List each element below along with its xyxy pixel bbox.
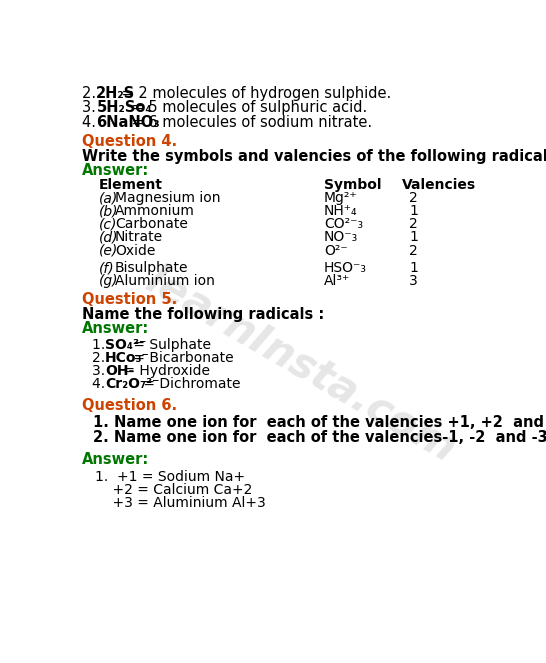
Text: = Dichromate: = Dichromate: [139, 377, 240, 391]
Text: +3 = Aluminium Al+3: +3 = Aluminium Al+3: [94, 496, 265, 510]
Text: Question 4.: Question 4.: [82, 134, 177, 149]
Text: (a): (a): [99, 191, 118, 206]
Text: HSO⁻₃: HSO⁻₃: [324, 261, 367, 275]
Text: Nitrate: Nitrate: [115, 231, 163, 245]
Text: Al³⁺: Al³⁺: [324, 274, 350, 288]
Text: = Bicarbonate: = Bicarbonate: [129, 351, 234, 365]
Text: Write the symbols and valencies of the following radicals:: Write the symbols and valencies of the f…: [82, 149, 546, 164]
Text: 5H₂So₄: 5H₂So₄: [96, 100, 152, 115]
Text: OH-: OH-: [105, 364, 134, 378]
Text: Symbol: Symbol: [324, 178, 382, 192]
Text: 6NaNO₃: 6NaNO₃: [96, 115, 160, 130]
Text: 1: 1: [410, 204, 418, 218]
Text: 2. Name one ion for  each of the valencies-1, -2  and -3.: 2. Name one ion for each of the valencie…: [93, 430, 546, 445]
Text: = Hydroxide: = Hydroxide: [120, 364, 210, 378]
Text: Carbonate: Carbonate: [115, 217, 188, 231]
Text: 2H₂S: 2H₂S: [96, 86, 135, 101]
Text: Bisulphate: Bisulphate: [115, 261, 188, 275]
Text: 1. Name one ion for  each of the valencies +1, +2  and +3.: 1. Name one ion for each of the valencie…: [93, 415, 546, 430]
Text: learnInsta.com: learnInsta.com: [138, 259, 464, 471]
Text: Answer:: Answer:: [82, 452, 150, 467]
Text: Mg²⁺: Mg²⁺: [324, 191, 358, 206]
Text: (b): (b): [99, 204, 118, 218]
Text: 1.  +1 = Sodium Na+: 1. +1 = Sodium Na+: [94, 470, 245, 484]
Text: = 2 molecules of hydrogen sulphide.: = 2 molecules of hydrogen sulphide.: [116, 86, 391, 101]
Text: (e): (e): [99, 243, 118, 257]
Text: 1: 1: [410, 261, 418, 275]
Text: HCo₃⁻: HCo₃⁻: [105, 351, 150, 365]
Text: 1: 1: [410, 231, 418, 245]
Text: = Sulphate: = Sulphate: [129, 337, 211, 351]
Text: +2 = Calcium Ca+2: +2 = Calcium Ca+2: [94, 483, 252, 497]
Text: (d): (d): [99, 231, 118, 245]
Text: 2: 2: [410, 191, 418, 206]
Text: 3.: 3.: [92, 364, 109, 378]
Text: 1.: 1.: [92, 337, 109, 351]
Text: 2.: 2.: [82, 86, 101, 101]
Text: 2: 2: [410, 217, 418, 231]
Text: = 5 molecules of sulphuric acid.: = 5 molecules of sulphuric acid.: [127, 100, 367, 115]
Text: 2.: 2.: [92, 351, 109, 365]
Text: Ammonium: Ammonium: [115, 204, 194, 218]
Text: 2: 2: [410, 243, 418, 257]
Text: NO⁻₃: NO⁻₃: [324, 231, 358, 245]
Text: Valencies: Valencies: [401, 178, 476, 192]
Text: O²⁻: O²⁻: [324, 243, 348, 257]
Text: Element: Element: [99, 178, 163, 192]
Text: Question 5.: Question 5.: [82, 292, 177, 307]
Text: (c): (c): [99, 217, 117, 231]
Text: (g): (g): [99, 274, 118, 288]
Text: Answer:: Answer:: [82, 164, 150, 178]
Text: (f): (f): [99, 261, 115, 275]
Text: NH⁺₄: NH⁺₄: [324, 204, 358, 218]
Text: SO₄²⁻: SO₄²⁻: [105, 337, 146, 351]
Text: 3.: 3.: [82, 100, 100, 115]
Text: 4.: 4.: [82, 115, 101, 130]
Text: 4.: 4.: [92, 377, 109, 391]
Text: Question 6.: Question 6.: [82, 398, 177, 412]
Text: CO²⁻₃: CO²⁻₃: [324, 217, 363, 231]
Text: Oxide: Oxide: [115, 243, 155, 257]
Text: Magnesium ion: Magnesium ion: [115, 191, 220, 206]
Text: Cr₂O₇²⁻: Cr₂O₇²⁻: [105, 377, 159, 391]
Text: Name the following radicals :: Name the following radicals :: [82, 307, 324, 322]
Text: Answer:: Answer:: [82, 322, 150, 336]
Text: Aluminium ion: Aluminium ion: [115, 274, 215, 288]
Text: 3: 3: [410, 274, 418, 288]
Text: = 6 molecules of sodium nitrate.: = 6 molecules of sodium nitrate.: [127, 115, 372, 130]
